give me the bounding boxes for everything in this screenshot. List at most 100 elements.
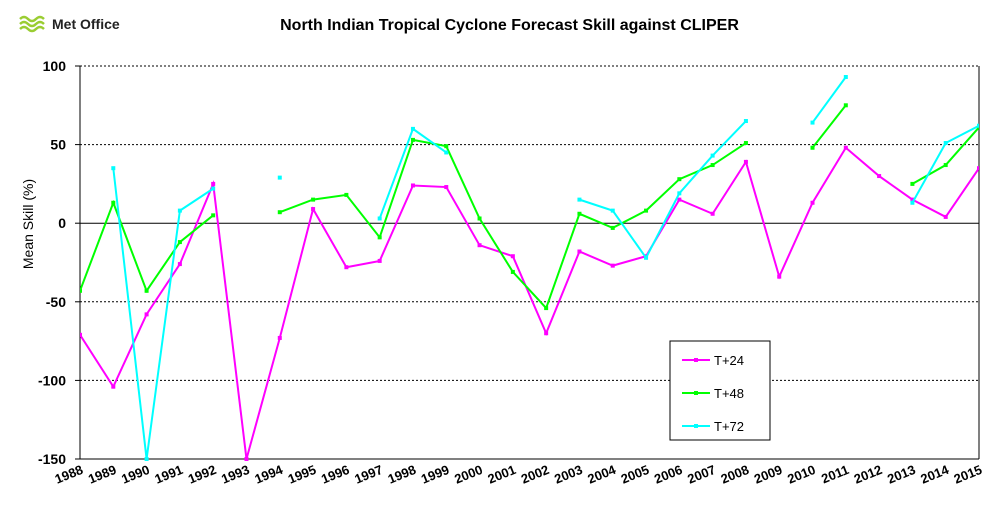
x-tick-label: 2009 [752, 462, 784, 487]
data-point-T+24 [910, 197, 915, 202]
series-line-T+48 [80, 199, 214, 293]
legend-marker-T+72 [694, 424, 698, 428]
x-tick-label: 1991 [153, 462, 185, 487]
legend-box [669, 340, 771, 441]
data-point-T+48 [144, 288, 149, 293]
data-point-T+72 [943, 141, 948, 146]
data-point-T+24 [577, 249, 582, 254]
data-point-T+72 [144, 457, 149, 461]
x-tick-label: 2012 [852, 462, 884, 487]
x-tick-label: 1995 [286, 462, 318, 487]
data-point-T+24 [377, 258, 382, 263]
data-point-T+24 [943, 214, 948, 219]
series-line-T+72 [811, 76, 847, 124]
data-point-T+48 [577, 211, 582, 216]
data-point-T+48 [610, 225, 615, 230]
x-tick-label: 2000 [452, 462, 484, 487]
y-tick-label: 0 [58, 215, 66, 231]
axes [75, 65, 980, 460]
legend-label-T+48: T+48 [714, 386, 744, 401]
data-point-T+24 [177, 262, 182, 267]
data-point-T+72 [843, 75, 848, 80]
data-point-T+48 [710, 163, 715, 168]
data-point-T+48 [843, 103, 848, 108]
data-point-T+48 [743, 141, 748, 146]
x-tick-label: 2007 [685, 462, 717, 487]
x-tick-label: 2006 [652, 462, 684, 487]
data-point-T+48 [111, 200, 116, 205]
data-point-T+72 [111, 166, 116, 171]
x-tick-label: 2011 [819, 462, 851, 486]
data-point-T+24 [810, 200, 815, 205]
data-point-T+72 [277, 175, 282, 180]
x-tick-label: 2008 [719, 462, 751, 487]
data-point-T+48 [177, 240, 182, 245]
y-axis-label: Mean Skill (%) [20, 179, 36, 269]
data-point-T+24 [677, 197, 682, 202]
x-tick-label: 1994 [252, 462, 285, 487]
x-tick-label: 1998 [386, 462, 418, 487]
series-lines [80, 75, 979, 461]
x-tick-label: 1996 [319, 462, 351, 487]
data-point-T+48 [510, 269, 515, 274]
data-point-T+48 [311, 197, 316, 202]
data-point-T+72 [810, 120, 815, 125]
data-point-T+24 [877, 174, 882, 179]
data-point-T+72 [610, 208, 615, 213]
x-tick-label: 2004 [585, 462, 618, 487]
data-point-T+24 [344, 265, 349, 270]
x-tick-label: 1993 [219, 462, 251, 487]
data-point-T+48 [477, 216, 482, 221]
x-tick-label: 2013 [885, 462, 917, 487]
data-point-T+72 [211, 186, 216, 191]
data-point-T+72 [910, 200, 915, 205]
data-point-T+24 [311, 207, 316, 212]
data-point-T+24 [777, 274, 782, 279]
series-line-T+72 [112, 168, 214, 460]
x-tick-label: 1992 [186, 462, 218, 487]
series-line-T+48 [811, 104, 847, 149]
data-point-T+48 [943, 163, 948, 168]
data-point-T+72 [710, 153, 715, 158]
data-point-T+24 [510, 254, 515, 259]
data-point-T+72 [677, 191, 682, 196]
data-point-T+24 [544, 331, 549, 336]
data-point-T+24 [144, 312, 149, 317]
data-point-T+24 [710, 211, 715, 216]
series-line-T+24 [80, 146, 979, 460]
data-point-T+48 [410, 137, 415, 142]
x-tick-label: 2015 [952, 462, 984, 487]
met-office-logo: Met Office [18, 10, 120, 38]
x-tick-label: 1999 [419, 462, 451, 487]
data-point-T+48 [377, 235, 382, 240]
data-point-T+48 [544, 306, 549, 311]
legend-marker-T+48 [694, 391, 698, 395]
data-point-T+24 [80, 332, 82, 337]
data-point-T+48 [644, 208, 649, 213]
data-point-T+72 [577, 197, 582, 202]
data-point-T+72 [410, 126, 415, 131]
legend-label-T+24: T+24 [714, 353, 744, 368]
y-tick-label: -150 [38, 451, 66, 467]
data-point-T+24 [743, 159, 748, 164]
data-point-T+72 [977, 123, 979, 128]
data-point-T+48 [910, 181, 915, 186]
x-tick-label: 1997 [352, 462, 384, 487]
y-tick-label: -50 [46, 294, 66, 310]
data-point-T+48 [277, 210, 282, 215]
x-tick-label: 1990 [119, 462, 151, 487]
data-point-T+24 [843, 145, 848, 150]
series-line-T+48 [911, 126, 979, 185]
x-tick-label: 1989 [86, 462, 118, 487]
x-tick-label: 2003 [552, 462, 584, 487]
data-point-T+48 [80, 288, 82, 293]
data-point-T+48 [677, 177, 682, 182]
data-point-T+24 [477, 243, 482, 248]
data-point-T+24 [111, 384, 116, 389]
data-point-T+24 [444, 185, 449, 190]
legend-label-T+72: T+72 [714, 419, 744, 434]
x-tick-label: 2002 [519, 462, 551, 487]
logo-text: Met Office [52, 16, 120, 32]
y-tick-label: 100 [43, 58, 67, 74]
